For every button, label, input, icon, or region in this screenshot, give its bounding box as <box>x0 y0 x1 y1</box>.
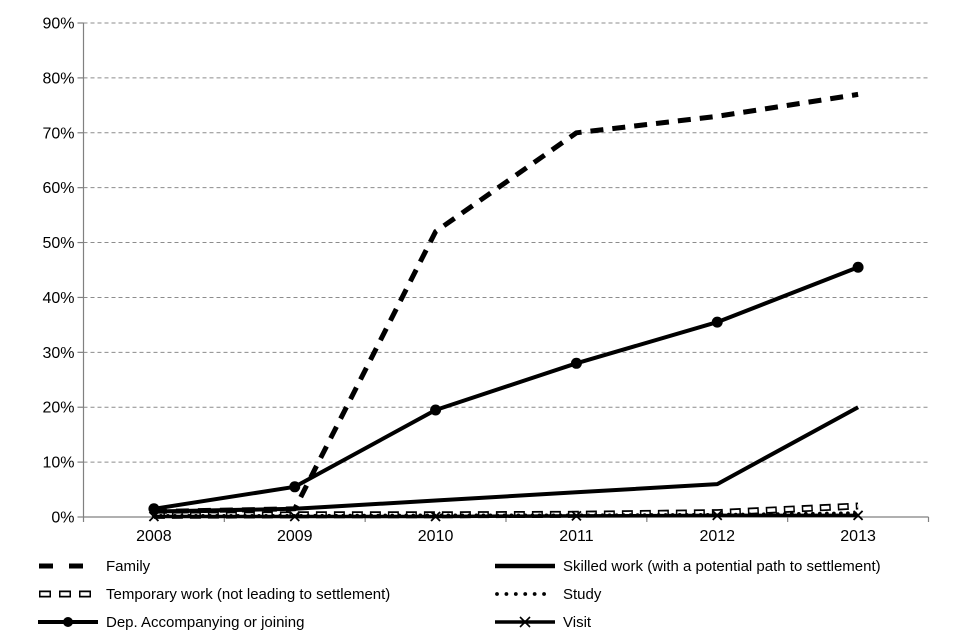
y-tick-label: 0% <box>51 510 74 527</box>
axes <box>77 22 930 522</box>
skilled-work-solid-line-sample <box>495 563 555 569</box>
y-axis-labels: 0% 10% 20% 30% 40% 50% 60% 70% 80% 90% <box>42 16 74 527</box>
x-tick-label: 2010 <box>418 528 454 545</box>
y-tick-label: 10% <box>42 455 74 472</box>
y-tick-label: 30% <box>42 345 74 362</box>
family-dashed-line-sample <box>39 563 95 569</box>
legend-label-visit: Visit <box>563 613 592 631</box>
gridlines <box>83 22 929 463</box>
data-point-x-marker <box>289 511 300 522</box>
visit-x-line-sample <box>495 616 555 628</box>
legend-label-study: Study <box>563 585 602 603</box>
data-point-x-marker <box>852 510 864 521</box>
temporary-work-hollow-dash-sample <box>39 590 93 598</box>
data-point-circle <box>289 481 301 493</box>
legend-column-left: Family Temporary work (not leading to se… <box>37 552 390 636</box>
dep-accompanying-circle-line-sample <box>38 617 98 627</box>
y-tick-label: 40% <box>42 290 74 307</box>
legend-label-temporary-work: Temporary work (not leading to settlemen… <box>106 585 391 603</box>
data-point-circle <box>852 261 864 273</box>
chart-legend: Family Temporary work (not leading to se… <box>0 552 960 640</box>
y-tick-label: 60% <box>42 180 74 197</box>
legend-column-right: Skilled work (with a potential path to s… <box>494 552 881 636</box>
data-point-circle <box>148 503 160 515</box>
data-point-x-marker <box>712 510 723 521</box>
data-point-circle <box>570 357 582 369</box>
x-tick-label: 2012 <box>699 528 735 545</box>
legend-item-temporary-work: Temporary work (not leading to settlemen… <box>37 580 390 608</box>
legend-label-dep-accompanying: Dep. Accompanying or joining <box>106 613 305 631</box>
y-tick-label: 80% <box>42 70 74 87</box>
legend-item-skilled-work: Skilled work (with a potential path to s… <box>494 552 881 580</box>
series-dep-accompanying <box>148 261 864 515</box>
data-point-circle <box>711 316 723 328</box>
data-point-x-marker <box>571 510 582 522</box>
legend-label-skilled-work: Skilled work (with a potential path to s… <box>563 557 881 575</box>
data-point-x-marker <box>430 511 441 522</box>
x-tick-label: 2009 <box>277 528 313 545</box>
x-tick-label: 2013 <box>840 528 876 545</box>
legend-item-dep-accompanying: Dep. Accompanying or joining <box>37 608 390 636</box>
series-skilled-work <box>153 405 860 514</box>
x-axis-labels: 2008 2009 2010 2011 2012 2013 <box>136 528 876 545</box>
legend-label-family: Family <box>106 557 151 575</box>
x-tick-label: 2008 <box>136 528 172 545</box>
data-point-x-marker <box>148 511 160 522</box>
x-tick-label: 2011 <box>559 528 594 545</box>
series-visit <box>148 510 864 522</box>
data-point-circle <box>430 404 442 416</box>
plot-area: 0% 10% 20% 30% 40% 50% 60% 70% 80% 90% 2008 2009 201… <box>42 16 930 545</box>
legend-item-study: Study <box>494 580 881 608</box>
legend-item-family: Family <box>37 552 390 580</box>
y-tick-label: 50% <box>42 235 74 252</box>
legend-item-visit: Visit <box>494 608 881 636</box>
y-tick-label: 70% <box>42 125 74 142</box>
study-dotted-line-sample <box>495 592 552 596</box>
y-tick-label: 20% <box>42 400 74 417</box>
y-tick-label: 90% <box>42 16 74 33</box>
series-family <box>153 91 859 514</box>
